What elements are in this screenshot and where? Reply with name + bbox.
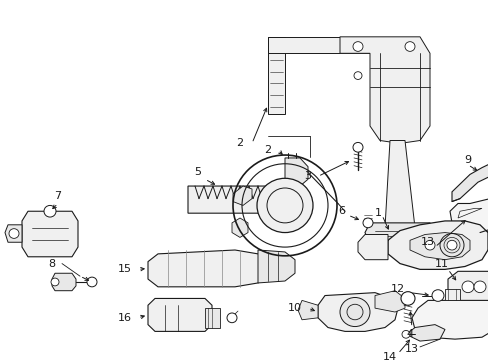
Polygon shape <box>232 186 251 206</box>
Polygon shape <box>148 250 269 287</box>
Text: 15: 15 <box>118 264 132 274</box>
Text: 5: 5 <box>194 167 201 177</box>
Text: 9: 9 <box>464 155 470 165</box>
Text: 13: 13 <box>404 344 418 354</box>
Text: 2: 2 <box>236 138 243 148</box>
Polygon shape <box>148 298 212 332</box>
Text: 13: 13 <box>420 237 434 247</box>
Polygon shape <box>52 273 76 291</box>
Text: 2: 2 <box>264 145 271 155</box>
Text: 6: 6 <box>338 206 345 216</box>
Text: 3: 3 <box>304 171 311 181</box>
Circle shape <box>473 281 485 293</box>
Circle shape <box>352 42 362 51</box>
Polygon shape <box>409 325 444 341</box>
Text: 7: 7 <box>54 191 61 201</box>
Circle shape <box>44 206 56 217</box>
Polygon shape <box>267 37 379 53</box>
Polygon shape <box>297 300 317 320</box>
Circle shape <box>461 281 473 293</box>
Text: 16: 16 <box>118 313 132 323</box>
Polygon shape <box>387 221 487 269</box>
Polygon shape <box>451 165 488 202</box>
Circle shape <box>339 297 369 327</box>
Circle shape <box>9 229 19 238</box>
Circle shape <box>362 218 372 228</box>
Circle shape <box>431 290 443 301</box>
Circle shape <box>257 178 312 233</box>
Polygon shape <box>204 308 220 328</box>
Text: 10: 10 <box>287 303 302 313</box>
Polygon shape <box>258 250 294 283</box>
Circle shape <box>424 240 434 250</box>
Polygon shape <box>444 289 459 300</box>
Polygon shape <box>357 234 387 260</box>
Circle shape <box>51 278 59 286</box>
Polygon shape <box>447 271 488 302</box>
Polygon shape <box>22 211 78 257</box>
Text: 1: 1 <box>374 208 381 218</box>
Circle shape <box>404 42 414 51</box>
Polygon shape <box>285 158 307 186</box>
Polygon shape <box>374 291 404 312</box>
Polygon shape <box>187 186 271 213</box>
Circle shape <box>400 292 414 305</box>
Polygon shape <box>449 199 488 233</box>
Text: 11: 11 <box>434 258 448 269</box>
Text: 4: 4 <box>406 329 413 339</box>
Circle shape <box>226 313 237 323</box>
Text: 12: 12 <box>390 284 404 294</box>
Polygon shape <box>317 293 397 332</box>
Circle shape <box>87 277 97 287</box>
Polygon shape <box>411 300 488 339</box>
Circle shape <box>446 240 456 250</box>
Polygon shape <box>339 37 429 143</box>
Polygon shape <box>364 223 434 244</box>
Circle shape <box>353 72 361 80</box>
Polygon shape <box>409 233 469 260</box>
Circle shape <box>262 190 282 209</box>
Text: 14: 14 <box>382 352 396 360</box>
Polygon shape <box>384 140 414 233</box>
Polygon shape <box>231 218 247 237</box>
Polygon shape <box>5 225 22 242</box>
Circle shape <box>352 143 362 152</box>
Circle shape <box>401 330 409 338</box>
Text: 8: 8 <box>48 258 56 269</box>
Polygon shape <box>267 37 285 114</box>
